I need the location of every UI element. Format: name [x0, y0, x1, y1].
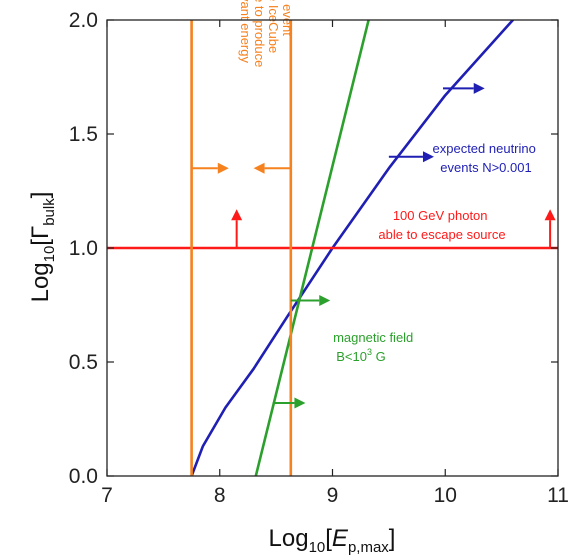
photon-line-2: able to escape source	[378, 227, 505, 242]
energy-range-line-1: relevant energy	[238, 0, 253, 63]
x-tick-label: 11	[547, 484, 569, 507]
magnetic-line-2-pre: B<10	[336, 349, 367, 364]
photon-annotation: 100 GeV photon able to escape source	[378, 208, 505, 242]
neutrino-line-2: events N>0.001	[440, 160, 531, 175]
arrow-orange-right	[191, 162, 229, 174]
energy-range-line-2: range to produce	[252, 0, 267, 67]
arrow-red-up-right	[544, 209, 556, 248]
arrow-orange-left-head	[253, 162, 265, 174]
magnetic-line-2-post: G	[372, 349, 386, 364]
x-axis-title: Log10[Ep,max]	[269, 525, 396, 556]
y-title-var: Γ	[27, 226, 54, 239]
x-title-var: E	[332, 525, 349, 552]
photon-line-1: 100 GeV photon	[393, 208, 488, 223]
arrow-blue-right-lower	[388, 151, 434, 163]
magnetic-line-1: magnetic field	[333, 330, 413, 345]
x-title-log: Log	[269, 525, 309, 552]
x-tick-label: 7	[101, 484, 113, 507]
magnetic-annotation: magnetic field B<103 G	[333, 330, 417, 364]
arrow-orange-right-head	[217, 162, 229, 174]
neutrino-annotation: expected neutrino events N>0.001	[433, 141, 540, 175]
x-title-sub: 10	[309, 539, 326, 556]
energy-range-line-3: the IceCube	[266, 0, 281, 53]
arrow-green-right-low-head	[294, 397, 306, 409]
y-title-log: Log	[27, 262, 54, 302]
x-tick-label: 9	[327, 484, 339, 507]
magnetic-line-2-sup: 3	[367, 347, 372, 357]
arrow-blue-right-lower-head	[422, 151, 434, 163]
y-title-close: ]	[27, 192, 54, 199]
y-title-sub: 10	[41, 246, 58, 263]
arrow-red-up-left-head	[231, 209, 243, 221]
y-tick-label: 1.5	[69, 123, 98, 146]
x-tick-label: 8	[214, 484, 226, 507]
y-tick-label: 2.0	[69, 9, 98, 32]
arrow-red-up-left	[231, 209, 243, 248]
arrow-green-right-mid	[290, 294, 331, 306]
y-tick-label: 0.5	[69, 351, 98, 374]
x-title-close: ]	[389, 525, 396, 552]
y-title-var-sub: bulk	[41, 198, 58, 226]
arrow-layer	[191, 82, 556, 409]
tick-layer: 7 8 9 10 11 0.0 0.5 1.0 1.5 2.0	[69, 9, 569, 507]
x-title-open: [	[325, 525, 332, 552]
y-tick-label: 0.0	[69, 465, 98, 488]
neutrino-line-1: expected neutrino	[433, 141, 536, 156]
series-layer	[107, 20, 558, 476]
series-neutrino-line	[190, 20, 515, 476]
energy-range-annotation: relevant energy range to produce the Ice…	[238, 0, 295, 71]
x-tick-label: 10	[434, 484, 457, 507]
y-tick-label: 1.0	[69, 237, 98, 260]
arrow-blue-right-upper-head	[473, 82, 485, 94]
y-axis-title: Log10[Γbulk]	[27, 192, 58, 303]
arrow-green-right-low	[272, 397, 306, 409]
x-title-var-sub: p,max	[348, 539, 389, 556]
arrow-red-up-right-head	[544, 209, 556, 221]
y-title-open: [	[27, 239, 54, 246]
arrow-blue-right-upper	[442, 82, 485, 94]
arrow-green-right-mid-head	[319, 294, 331, 306]
arrow-orange-left	[253, 162, 291, 174]
